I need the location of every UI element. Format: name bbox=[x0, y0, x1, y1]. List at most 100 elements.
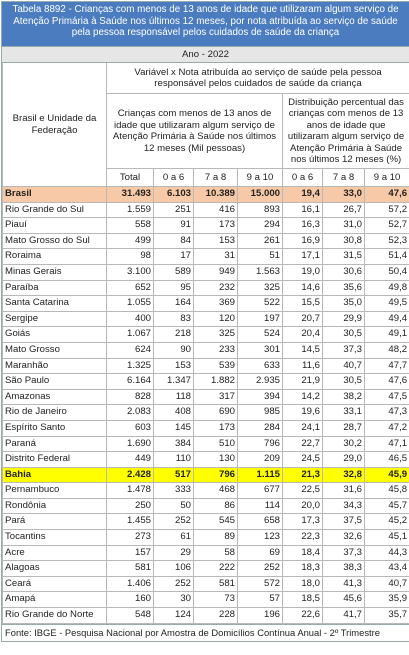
cell: 19,4 bbox=[283, 187, 323, 203]
cell: 49,8 bbox=[365, 280, 409, 296]
cell: 28,7 bbox=[323, 420, 365, 436]
cell: 31,5 bbox=[323, 249, 365, 265]
cell: 252 bbox=[154, 576, 194, 592]
cell: 252 bbox=[238, 561, 283, 577]
cell: 31.493 bbox=[107, 187, 154, 203]
cell: 796 bbox=[194, 467, 238, 483]
column-header: 9 a 10 bbox=[365, 169, 409, 187]
cell: 95 bbox=[154, 280, 194, 296]
cell: 624 bbox=[107, 342, 154, 358]
cell: 16,9 bbox=[283, 233, 323, 249]
row-label: Maranhão bbox=[3, 358, 107, 374]
row-label: Paraná bbox=[3, 436, 107, 452]
cell: 252 bbox=[154, 514, 194, 530]
cell: 31 bbox=[194, 249, 238, 265]
cell: 603 bbox=[107, 420, 154, 436]
cell: 384 bbox=[154, 436, 194, 452]
column-header: 7 a 8 bbox=[323, 169, 365, 187]
cell: 15.000 bbox=[238, 187, 283, 203]
cell: 106 bbox=[154, 561, 194, 577]
cell: 91 bbox=[154, 218, 194, 234]
cell: 18,0 bbox=[283, 576, 323, 592]
cell: 1.559 bbox=[107, 202, 154, 218]
cell: 47,6 bbox=[365, 374, 409, 390]
cell: 37,5 bbox=[323, 514, 365, 530]
cell: 40,7 bbox=[365, 576, 409, 592]
cell: 6.103 bbox=[154, 187, 194, 203]
group-header: Variável x Nota atribuída ao serviço de … bbox=[107, 63, 409, 94]
cell: 24,1 bbox=[283, 420, 323, 436]
cell: 196 bbox=[238, 608, 283, 624]
column-header: 9 a 10 bbox=[238, 169, 283, 187]
cell: 33,1 bbox=[323, 405, 365, 421]
cell: 38,2 bbox=[323, 389, 365, 405]
cell: 658 bbox=[238, 514, 283, 530]
cell: 22,7 bbox=[283, 436, 323, 452]
cell: 35,0 bbox=[323, 296, 365, 312]
cell: 73 bbox=[194, 592, 238, 608]
cell: 233 bbox=[194, 342, 238, 358]
row-label: Alagoas bbox=[3, 561, 107, 577]
cell: 18,3 bbox=[283, 561, 323, 577]
row-label: Brasil bbox=[3, 187, 107, 203]
cell: 153 bbox=[154, 358, 194, 374]
row-label: Acre bbox=[3, 545, 107, 561]
cell: 228 bbox=[194, 608, 238, 624]
cell: 47,2 bbox=[365, 420, 409, 436]
row-header: Brasil e Unidade da Federação bbox=[3, 63, 107, 187]
cell: 796 bbox=[238, 436, 283, 452]
column-header: 7 a 8 bbox=[194, 169, 238, 187]
cell: 468 bbox=[194, 483, 238, 499]
cell: 1.563 bbox=[238, 264, 283, 280]
cell: 589 bbox=[154, 264, 194, 280]
cell: 1.406 bbox=[107, 576, 154, 592]
cell: 16,1 bbox=[283, 202, 323, 218]
year: Ano - 2022 bbox=[2, 46, 409, 63]
row-label: Goiás bbox=[3, 327, 107, 343]
cell: 22,6 bbox=[283, 608, 323, 624]
cell: 20,4 bbox=[283, 327, 323, 343]
row-label: Rio Grande do Sul bbox=[3, 202, 107, 218]
row-label: Ceará bbox=[3, 576, 107, 592]
cell: 50 bbox=[154, 498, 194, 514]
cell: 160 bbox=[107, 592, 154, 608]
cell: 26,7 bbox=[323, 202, 365, 218]
row-label: Amapá bbox=[3, 592, 107, 608]
cell: 35,9 bbox=[365, 592, 409, 608]
cell: 17 bbox=[154, 249, 194, 265]
cell: 14,2 bbox=[283, 389, 323, 405]
cell: 45,1 bbox=[365, 530, 409, 546]
row-label: Rio de Janeiro bbox=[3, 405, 107, 421]
cell: 14,5 bbox=[283, 342, 323, 358]
cell: 517 bbox=[154, 467, 194, 483]
cell: 47,6 bbox=[365, 187, 409, 203]
cell: 157 bbox=[107, 545, 154, 561]
cell: 50,4 bbox=[365, 264, 409, 280]
cell: 1.455 bbox=[107, 514, 154, 530]
cell: 44,3 bbox=[365, 545, 409, 561]
cell: 499 bbox=[107, 233, 154, 249]
cell: 90 bbox=[154, 342, 194, 358]
cell: 47,7 bbox=[365, 358, 409, 374]
cell: 51,4 bbox=[365, 249, 409, 265]
cell: 89 bbox=[194, 530, 238, 546]
cell: 218 bbox=[154, 327, 194, 343]
cell: 173 bbox=[194, 420, 238, 436]
row-label: Rio Grande do Norte bbox=[3, 608, 107, 624]
cell: 22,5 bbox=[283, 483, 323, 499]
cell: 251 bbox=[154, 202, 194, 218]
